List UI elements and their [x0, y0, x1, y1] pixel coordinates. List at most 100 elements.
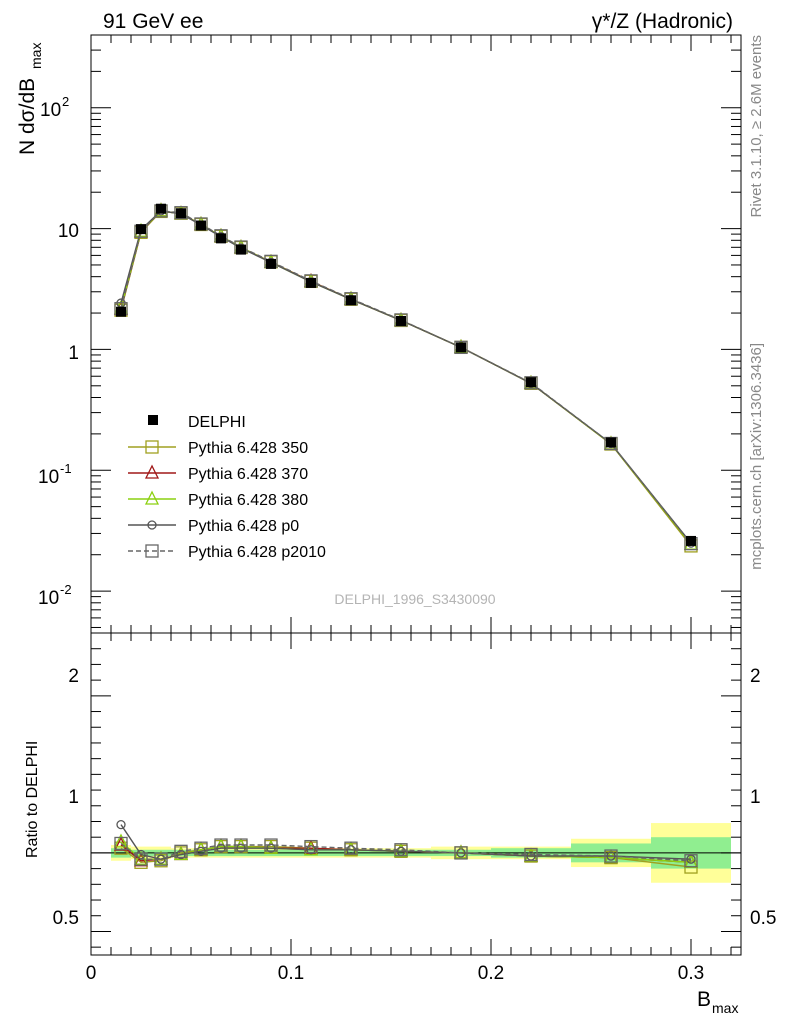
legend-marker-p380 — [144, 490, 160, 505]
legend-data-label: DELPHI — [188, 414, 246, 431]
ytick-1: 1 — [68, 343, 79, 364]
ytick-1e2-base: 10 — [40, 100, 61, 121]
series-point-p2010 — [454, 340, 468, 355]
legend-entry-data: DELPHI — [148, 414, 246, 431]
rivet-label: Rivet 3.1.10, ≥ 2.6M events — [748, 35, 765, 218]
main-plot-series — [113, 202, 699, 553]
legend-entry-p0: Pythia 6.428 p0 — [128, 518, 299, 535]
ytick-1e-1-base: 10 — [38, 467, 59, 488]
ratio-point-p0 — [456, 848, 466, 858]
ratio-point-p2010 — [214, 838, 228, 852]
xtick-0.3: 0.3 — [678, 963, 704, 984]
xtick-0: 0 — [86, 963, 97, 984]
ratio-plot-series — [113, 819, 699, 874]
ratio-point-p0 — [236, 843, 246, 853]
data-point — [156, 203, 166, 214]
main-ylabel-text: N dσ/dB — [16, 78, 39, 155]
legend-marker-p350 — [145, 440, 159, 454]
ytick-1e-1-exp: -1 — [60, 461, 72, 476]
rtick-left-1: 1 — [68, 787, 79, 808]
data-point — [196, 220, 206, 231]
data-point — [176, 208, 186, 219]
legend-label-p350: Pythia 6.428 350 — [188, 440, 308, 457]
legend-label-p370: Pythia 6.428 370 — [188, 466, 308, 483]
right-title: γ*/Z (Hadronic) — [592, 10, 733, 33]
data-point — [456, 342, 466, 353]
ratio-point-p0 — [266, 843, 276, 853]
data-point — [686, 535, 696, 546]
ratio-point-p0 — [606, 851, 616, 861]
main-y-axis-label: N dσ/dB max — [16, 43, 44, 155]
legend: DELPHI Pythia 6.428 350 Pythia 6.428 370 P… — [128, 414, 326, 561]
ratio-point-p2010 — [154, 852, 168, 866]
xtick-labels: 0 0.1 0.2 0.3 — [86, 963, 705, 984]
rtick-left-2: 2 — [68, 666, 79, 687]
series-point-p2010 — [524, 376, 538, 390]
rtick-right-2: 2 — [750, 666, 761, 687]
ratio-point-p2010 — [234, 838, 248, 852]
ratio-point-p2010 — [604, 849, 618, 863]
legend-label-p2010: Pythia 6.428 p2010 — [188, 544, 326, 561]
ratio-point-p2010 — [114, 836, 128, 851]
ratio-point-p2010 — [394, 843, 408, 857]
series-line-p2010 — [120, 210, 692, 545]
ratio-point-p0 — [306, 845, 316, 855]
xlabel-sub: max — [712, 1000, 738, 1016]
main-ylabel-sub: max — [28, 43, 44, 69]
ratio-point-p380 — [133, 850, 149, 865]
main-ytick-labels: 10 -2 10 -1 1 10 10 2 — [38, 94, 79, 609]
ratio-point-p380 — [113, 833, 129, 848]
data-point — [606, 437, 616, 448]
ratio-point-p380 — [303, 841, 319, 856]
legend-entry-p2010: Pythia 6.428 p2010 — [128, 544, 326, 561]
ratio-point-p2010 — [454, 846, 468, 860]
ratio-line-p2010 — [120, 842, 692, 862]
ratio-point-p2010 — [174, 844, 188, 858]
ratio-plot-frame — [90, 632, 742, 956]
data-point — [396, 315, 406, 326]
xtick-0.2: 0.2 — [478, 963, 504, 984]
data-point — [346, 295, 356, 306]
ratio-y-axis-label: Ratio to DELPHI — [24, 741, 41, 858]
ratio-point-p2010 — [344, 841, 358, 855]
ratio-point-p0 — [216, 843, 226, 853]
ratio-point-p2010 — [684, 854, 698, 868]
rtick-right-0.5: 0.5 — [750, 908, 776, 929]
legend-label-p0: Pythia 6.428 p0 — [188, 518, 299, 535]
ratio-point-p0 — [196, 846, 206, 856]
ratio-point-p380 — [453, 844, 469, 859]
rtick-right-1: 1 — [750, 787, 761, 808]
legend-label-p380: Pythia 6.428 380 — [188, 492, 308, 509]
ratio-point-p2010 — [304, 839, 318, 854]
left-title: 91 GeV ee — [103, 10, 203, 33]
ytick-1e-2-exp: -2 — [60, 582, 72, 597]
ratio-point-p2010 — [524, 847, 538, 862]
ratio-point-p0 — [176, 849, 186, 860]
data-point — [266, 258, 276, 269]
x-axis-label: B max — [697, 988, 738, 1016]
ytick-10: 10 — [58, 221, 79, 242]
ratio-point-p2010 — [264, 838, 278, 852]
mcplots-label: mcplots.cern.ch [arXiv:1306.3436] — [748, 343, 765, 570]
series-point-p2010 — [174, 206, 188, 220]
ytick-1e-2-base: 10 — [38, 588, 59, 609]
data-point — [236, 244, 246, 255]
legend-entry-p370: Pythia 6.428 370 — [128, 464, 308, 483]
data-point — [136, 224, 146, 235]
data-point — [306, 277, 316, 288]
legend-marker-p0 — [147, 520, 157, 530]
ratio-point-p2010 — [134, 852, 148, 866]
analysis-watermark: DELPHI_1996_S3430090 — [334, 591, 495, 607]
legend-entry-p350: Pythia 6.428 350 — [128, 440, 308, 457]
ratio-point-p0 — [116, 819, 126, 830]
ratio-point-p2010 — [194, 841, 208, 855]
xlabel-text: B — [697, 988, 711, 1011]
rtick-left-0.5: 0.5 — [53, 908, 79, 929]
ratio-ytick-labels: 0.5 1 2 0.5 1 2 — [53, 666, 777, 929]
ytick-1e2-exp: 2 — [62, 94, 69, 109]
data-point — [116, 306, 126, 317]
ratio-point-p380 — [263, 839, 279, 854]
legend-marker-p370 — [144, 464, 160, 479]
legend-marker-p2010 — [145, 544, 159, 558]
